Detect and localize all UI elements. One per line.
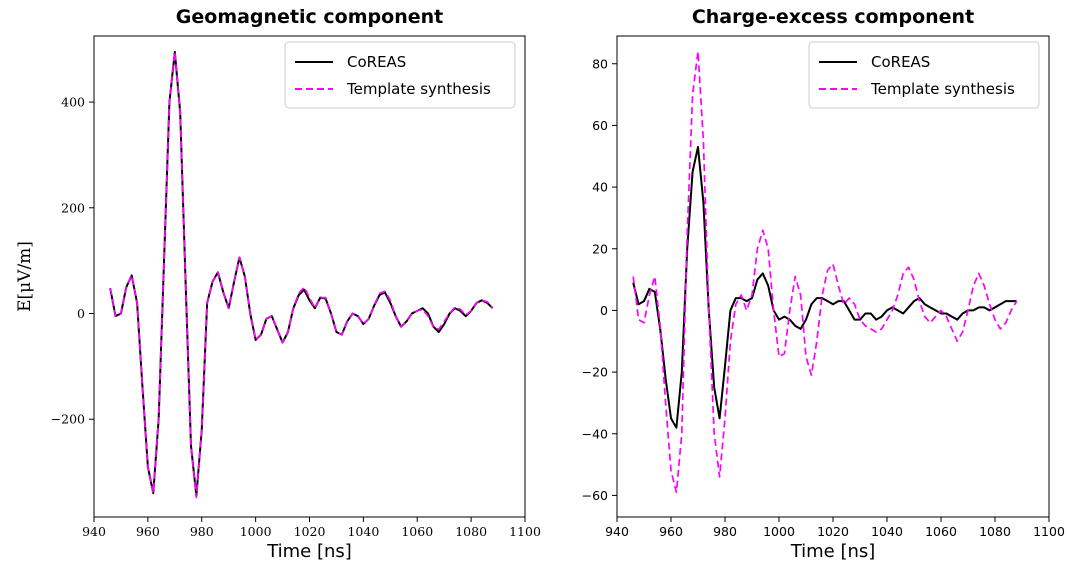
chart-title: Charge-excess component: [692, 6, 974, 28]
legend: CoREAS Template synthesis: [284, 41, 516, 109]
x-tick-label: 1020: [294, 524, 326, 539]
legend: CoREAS Template synthesis: [808, 41, 1040, 109]
x-tick-label: 1040: [871, 524, 903, 539]
y-tick-label: 40: [592, 180, 608, 195]
y-tick-label: 80: [592, 56, 608, 71]
x-tick-label: 1040: [347, 524, 379, 539]
y-tick-label: 0: [77, 306, 85, 321]
series-lines: [632, 50, 1018, 494]
x-tick-label: 1000: [763, 524, 795, 539]
x-tick-label: 1100: [1033, 524, 1065, 539]
y-tick-label: −20: [582, 365, 608, 380]
x-tick-label: 1060: [401, 524, 433, 539]
legend-box: [808, 41, 1040, 109]
y-tick-label: −40: [582, 426, 608, 441]
legend-box: [284, 41, 516, 109]
legend-label: Template synthesis: [346, 80, 491, 98]
x-tick-label: 940: [82, 524, 106, 539]
x-tick-label: 980: [190, 524, 214, 539]
x-tick-label: 940: [605, 524, 629, 539]
y-tick-label: 60: [592, 118, 608, 133]
y-tick-label: −60: [582, 488, 608, 503]
x-tick-label: 1100: [509, 524, 541, 539]
y-ticks: −60 −40 −20 0 20 40 60 80: [582, 56, 617, 503]
chart-title: Geomagnetic component: [176, 6, 443, 28]
series-line: [632, 50, 1018, 494]
x-tick-label: 980: [713, 524, 737, 539]
charge-excess-panel: Charge-excess component Time [ns] 940 960…: [582, 6, 1065, 562]
x-tick-label: 1060: [925, 524, 957, 539]
geomagnetic-panel: Geomagnetic component Time [ns] E[μV/m] …: [15, 6, 541, 562]
x-tick-label: 1080: [455, 524, 487, 539]
y-tick-label: −200: [51, 412, 85, 427]
x-ticks: 940 960 980 1000 1020 1040 1060 1080 1100: [82, 517, 541, 539]
x-tick-label: 1020: [817, 524, 849, 539]
series-line: [109, 51, 494, 499]
x-tick-label: 1000: [240, 524, 272, 539]
x-tick-label: 960: [136, 524, 160, 539]
legend-label: Template synthesis: [870, 80, 1015, 98]
x-tick-label: 960: [659, 524, 683, 539]
legend-label: CoREAS: [347, 53, 406, 71]
y-tick-label: 200: [61, 200, 85, 215]
y-axis-label: E[μV/m]: [15, 241, 35, 312]
y-tick-label: 400: [61, 95, 85, 110]
x-ticks: 940 960 980 1000 1020 1040 1060 1080 1100: [605, 517, 1065, 539]
series-line: [632, 146, 1017, 429]
series-line: [109, 50, 494, 497]
legend-label: CoREAS: [871, 53, 930, 71]
x-tick-label: 1080: [979, 524, 1011, 539]
y-tick-label: 0: [600, 303, 608, 318]
x-axis-label: Time [ns]: [266, 541, 352, 562]
y-tick-label: 20: [592, 241, 608, 256]
x-axis-label: Time [ns]: [790, 541, 876, 562]
y-ticks: −200 0 200 400: [51, 95, 94, 427]
series-lines: [109, 50, 494, 499]
